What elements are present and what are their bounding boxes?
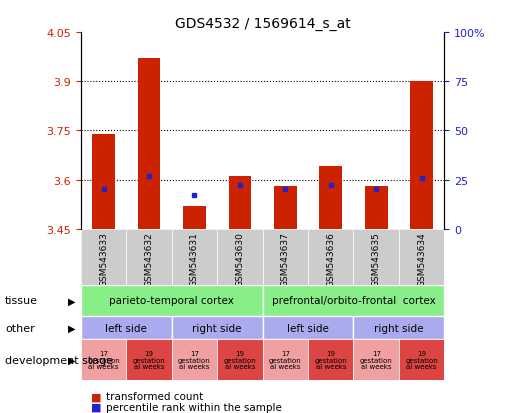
Bar: [81, 316, 172, 339]
Text: ▶: ▶: [68, 323, 76, 333]
Text: parieto-temporal cortex: parieto-temporal cortex: [109, 296, 234, 306]
Text: GSM543636: GSM543636: [326, 232, 335, 287]
Text: transformed count: transformed count: [106, 392, 204, 401]
Text: ▶: ▶: [68, 355, 76, 365]
Text: GSM543637: GSM543637: [281, 232, 290, 287]
Text: ▶: ▶: [68, 296, 76, 306]
Text: GSM543635: GSM543635: [372, 232, 381, 287]
Bar: [263, 339, 308, 380]
Text: ■: ■: [91, 392, 102, 401]
Bar: [228, 177, 251, 229]
Bar: [126, 339, 172, 380]
Bar: [172, 316, 263, 339]
Bar: [81, 229, 126, 285]
Bar: [172, 229, 217, 285]
Bar: [126, 229, 172, 285]
Bar: [308, 339, 354, 380]
Bar: [81, 339, 126, 380]
Bar: [217, 339, 263, 380]
Text: GSM543631: GSM543631: [190, 232, 199, 287]
Text: left side: left side: [106, 323, 147, 333]
Bar: [217, 229, 263, 285]
Bar: [137, 59, 160, 229]
Text: 19
gestation
al weeks: 19 gestation al weeks: [315, 350, 347, 369]
Text: GSM543630: GSM543630: [235, 232, 244, 287]
Text: 17
gestation
al weeks: 17 gestation al weeks: [178, 350, 211, 369]
Bar: [92, 134, 115, 229]
Text: ■: ■: [91, 402, 102, 412]
Bar: [263, 285, 444, 316]
Text: right side: right side: [192, 323, 242, 333]
Text: tissue: tissue: [5, 296, 38, 306]
Bar: [81, 285, 263, 316]
Text: prefrontal/orbito-frontal  cortex: prefrontal/orbito-frontal cortex: [272, 296, 435, 306]
Title: GDS4532 / 1569614_s_at: GDS4532 / 1569614_s_at: [175, 17, 350, 31]
Bar: [263, 229, 308, 285]
Bar: [365, 187, 388, 229]
Text: 17
gestation
al weeks: 17 gestation al weeks: [360, 350, 392, 369]
Bar: [399, 339, 444, 380]
Text: GSM543632: GSM543632: [144, 232, 154, 287]
Text: 19
gestation
al weeks: 19 gestation al weeks: [133, 350, 165, 369]
Bar: [354, 316, 444, 339]
Text: GSM543633: GSM543633: [99, 232, 108, 287]
Bar: [172, 339, 217, 380]
Text: 17
gestation
al weeks: 17 gestation al weeks: [269, 350, 301, 369]
Bar: [410, 82, 433, 229]
Text: 19
gestation
al weeks: 19 gestation al weeks: [406, 350, 438, 369]
Bar: [183, 206, 206, 229]
Bar: [354, 229, 399, 285]
Text: 17
gestation
al weeks: 17 gestation al weeks: [87, 350, 120, 369]
Bar: [399, 229, 444, 285]
Bar: [263, 316, 354, 339]
Text: left side: left side: [287, 323, 329, 333]
Text: 19
gestation
al weeks: 19 gestation al weeks: [224, 350, 256, 369]
Text: development stage: development stage: [5, 355, 113, 365]
Text: GSM543634: GSM543634: [417, 232, 426, 287]
Bar: [354, 339, 399, 380]
Text: percentile rank within the sample: percentile rank within the sample: [106, 402, 282, 412]
Bar: [274, 187, 297, 229]
Text: right side: right side: [374, 323, 424, 333]
Bar: [308, 229, 354, 285]
Bar: [319, 167, 342, 229]
Text: other: other: [5, 323, 35, 333]
